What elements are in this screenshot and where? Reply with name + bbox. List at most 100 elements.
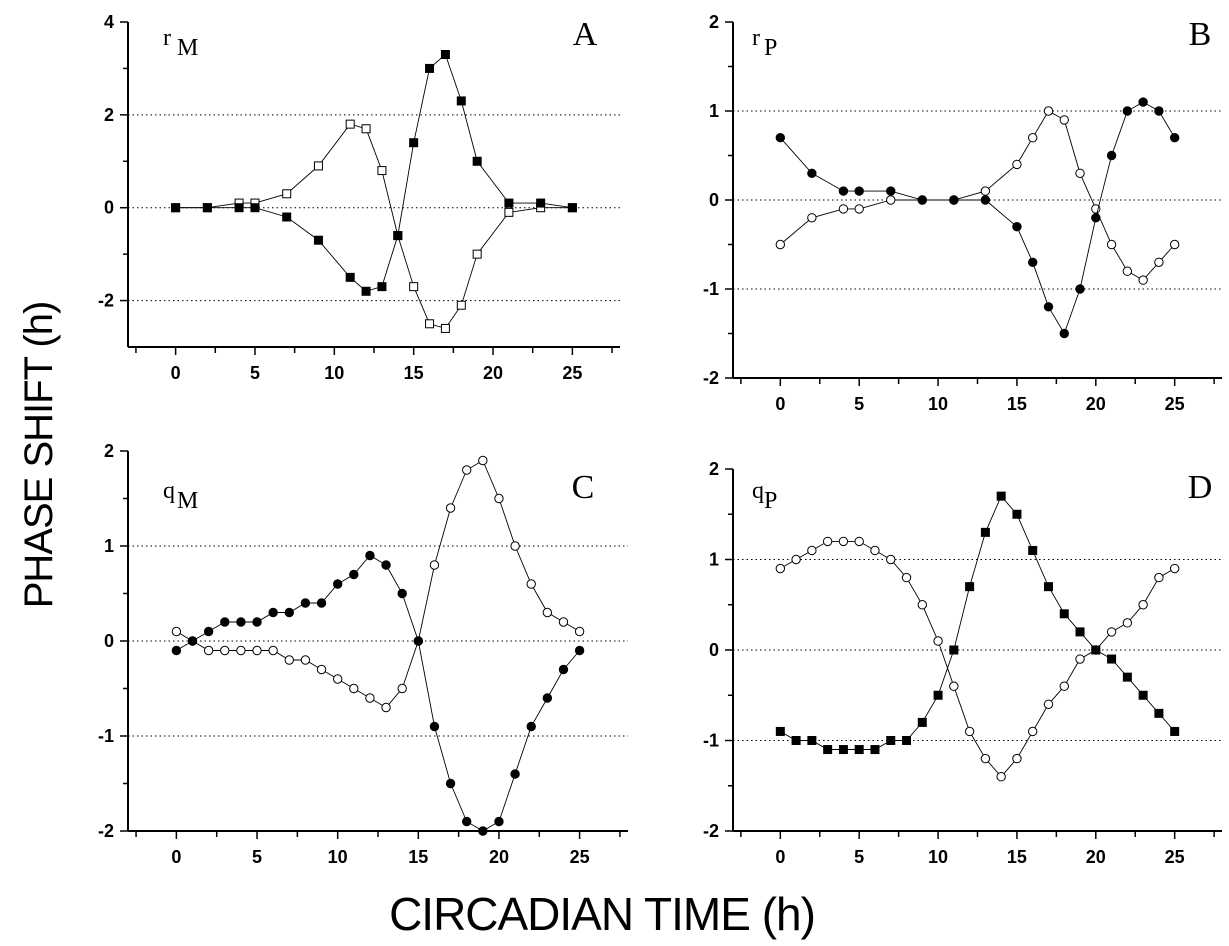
data-point: [510, 769, 520, 779]
panel-variable: r: [752, 25, 760, 51]
data-point: [413, 636, 424, 646]
data-point: [1075, 654, 1085, 664]
y-tick-label: 1: [104, 536, 114, 556]
data-point: [252, 645, 262, 656]
y-tick-label: 0: [709, 640, 719, 660]
x-tick-label: 25: [570, 847, 590, 867]
series-line: [176, 554, 580, 832]
data-point: [1043, 582, 1053, 592]
series-line: [780, 110, 1176, 281]
data-point: [1059, 115, 1069, 125]
data-point: [1138, 275, 1148, 285]
data-point: [807, 213, 817, 223]
y-tick-label: 2: [709, 12, 719, 32]
data-point: [949, 195, 959, 205]
data-point: [203, 626, 214, 637]
data-point: [854, 204, 864, 214]
x-axis-title: CIRCADIAN TIME (h): [389, 888, 815, 940]
data-point: [345, 119, 355, 129]
panel-letter: A: [573, 16, 598, 53]
x-tick-label: 20: [483, 363, 503, 383]
data-point: [1012, 509, 1022, 519]
data-point: [775, 239, 786, 250]
data-point: [494, 493, 504, 504]
series-line: [175, 123, 573, 329]
data-point: [1059, 681, 1069, 691]
data-point: [1122, 618, 1133, 628]
data-point: [933, 690, 943, 700]
data-point: [282, 189, 292, 199]
data-point: [870, 545, 880, 556]
data-point: [397, 683, 407, 694]
data-point: [365, 693, 375, 703]
data-point: [300, 598, 311, 608]
panel-letter: C: [572, 469, 595, 506]
data-point: [1075, 627, 1085, 637]
data-point: [807, 168, 817, 179]
data-point: [313, 161, 323, 171]
x-tick-label: 10: [928, 847, 948, 867]
data-point: [980, 527, 990, 537]
data-point: [445, 503, 456, 513]
y-tick-label: 4: [104, 12, 114, 32]
y-axis-title: PHASE SHIFT (h): [17, 302, 61, 609]
data-point: [504, 198, 514, 208]
y-tick-label: -2: [98, 291, 114, 311]
x-tick-label: 25: [562, 363, 582, 383]
data-point: [1106, 627, 1117, 637]
data-point: [472, 249, 482, 259]
data-point: [902, 736, 912, 745]
data-point: [949, 681, 959, 691]
x-tick-label: 0: [775, 847, 785, 867]
data-point: [187, 636, 198, 646]
panel-variable-subscript: P: [764, 488, 777, 514]
data-point: [236, 645, 246, 656]
panel-variable-subscript: M: [177, 488, 198, 514]
data-point: [377, 282, 387, 292]
data-point: [1169, 239, 1180, 250]
y-tick-label: 1: [709, 101, 719, 121]
series-line: [176, 459, 580, 709]
data-point: [901, 572, 912, 583]
data-point: [425, 319, 435, 329]
data-point: [1107, 654, 1117, 664]
panel-letter: D: [1188, 469, 1213, 506]
data-point: [1154, 572, 1164, 583]
x-tick-label: 5: [854, 847, 864, 867]
data-point: [397, 588, 407, 599]
data-point: [1075, 284, 1085, 294]
y-tick-label: -2: [703, 368, 719, 388]
x-tick-label: 0: [171, 847, 181, 867]
data-point: [393, 231, 403, 241]
data-point: [1012, 753, 1022, 764]
data-point: [316, 664, 327, 675]
data-point: [917, 195, 927, 205]
data-point: [1138, 690, 1148, 700]
data-point: [807, 736, 817, 745]
data-point: [526, 579, 536, 589]
data-point: [1028, 726, 1038, 737]
x-tick-label: 0: [171, 363, 181, 383]
data-point: [996, 772, 1006, 782]
y-tick-label: -2: [703, 821, 719, 841]
data-point: [381, 560, 391, 570]
data-point: [558, 664, 569, 675]
data-point: [980, 195, 991, 205]
x-tick-label: 25: [1165, 847, 1185, 867]
series-line: [780, 495, 1176, 750]
data-point: [775, 726, 785, 736]
data-point: [1154, 257, 1164, 267]
data-point: [1075, 168, 1085, 179]
data-point: [775, 563, 786, 574]
x-tick-label: 10: [324, 363, 344, 383]
data-point: [1012, 222, 1022, 232]
panel-variable: q: [752, 478, 764, 504]
panel-variable-subscript: M: [177, 35, 198, 61]
panel-variable: q: [163, 478, 175, 504]
panel-variable-subscript: P: [764, 35, 777, 61]
y-tick-label: 2: [709, 459, 719, 479]
data-point: [440, 50, 450, 59]
